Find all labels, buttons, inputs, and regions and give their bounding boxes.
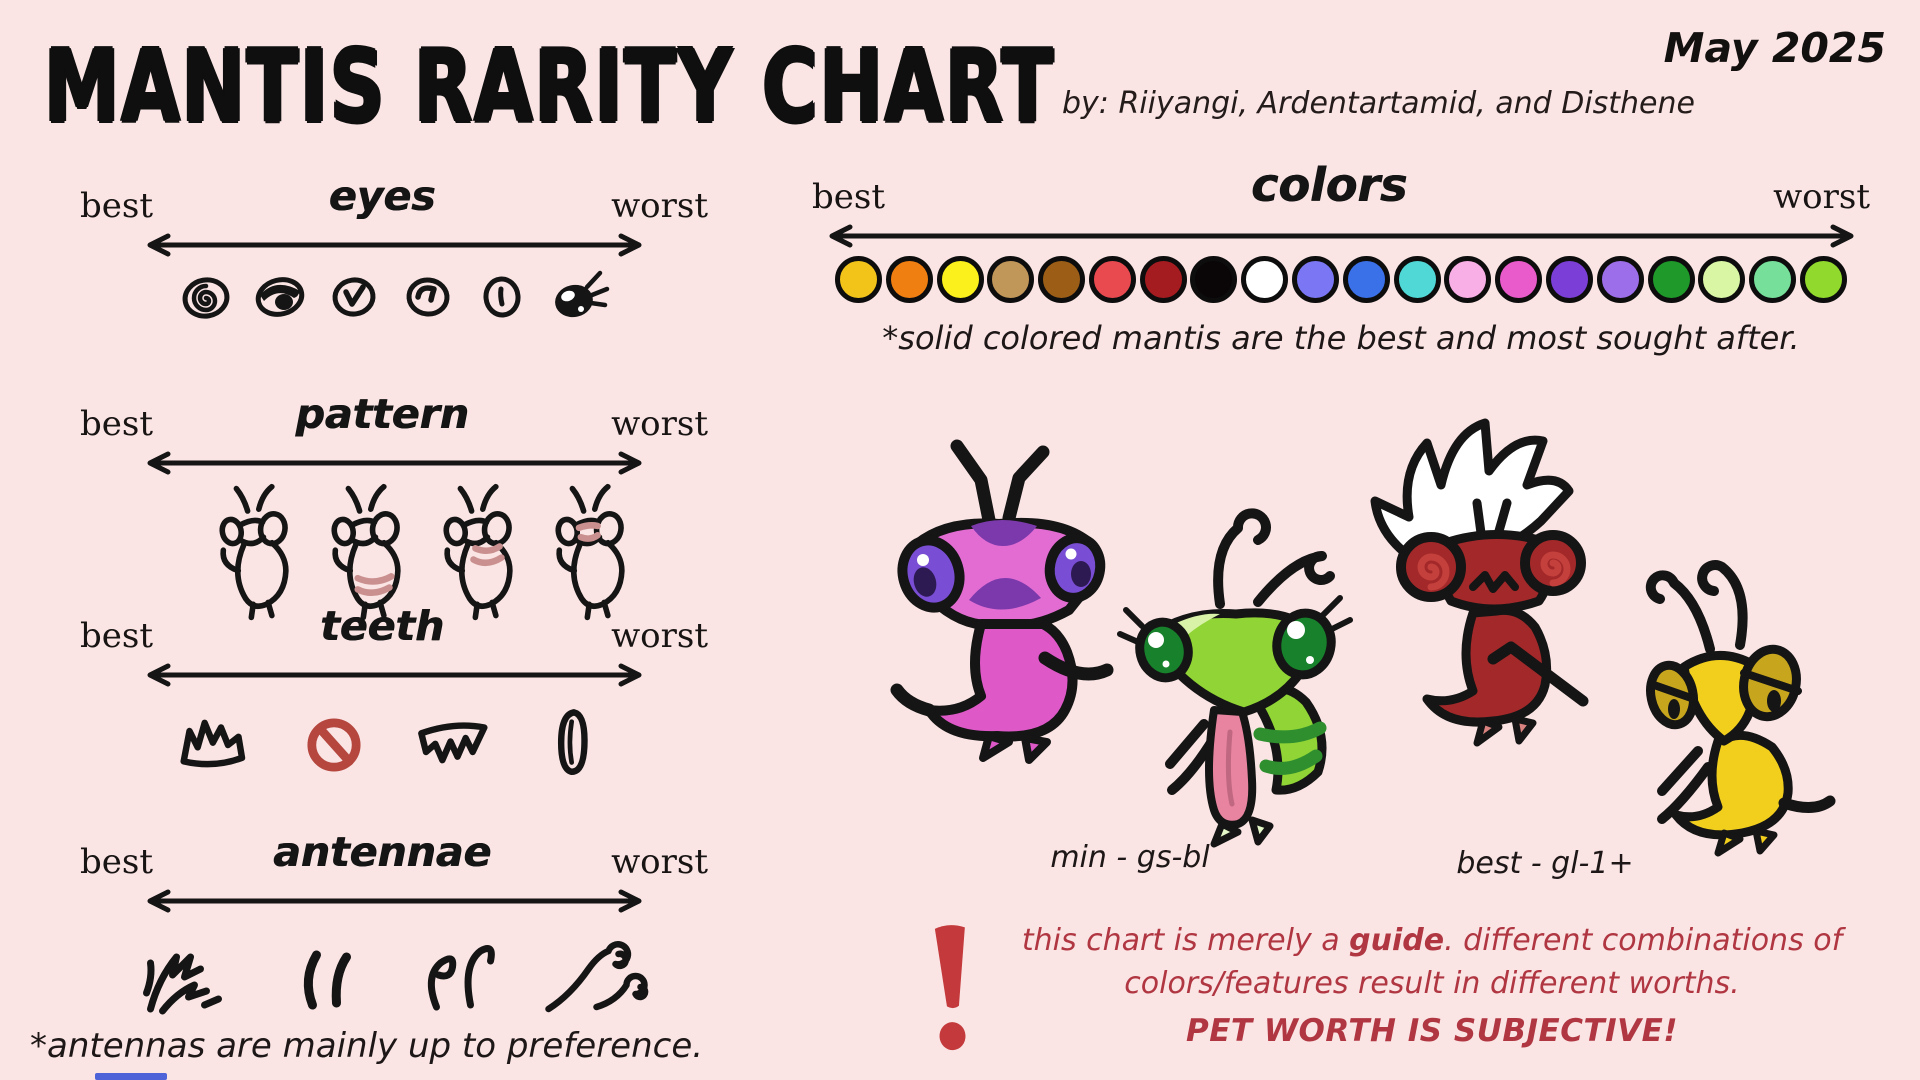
teeth-icon-row bbox=[80, 703, 708, 787]
color-swatch-cyan bbox=[1393, 256, 1441, 303]
section-antennae-header: best antennae worst bbox=[80, 832, 708, 882]
best-worst-arrow bbox=[147, 663, 641, 687]
color-swatch-pink bbox=[1444, 256, 1492, 303]
worst-label: worst bbox=[611, 842, 708, 882]
colors-note: *solid colored mantis are the best and m… bbox=[882, 319, 1800, 357]
exclamation-icon bbox=[934, 925, 966, 1051]
zigzag-teeth-icon bbox=[418, 722, 488, 764]
best-label: best bbox=[80, 616, 153, 656]
spiral-antennae-icon bbox=[545, 941, 649, 1013]
section-eyes: best eyes worst bbox=[80, 176, 708, 329]
disclaimer-line2: colors/features result in different wort… bbox=[1124, 965, 1740, 1001]
color-swatch-blue bbox=[1342, 256, 1390, 303]
color-swatch-white bbox=[1241, 256, 1289, 303]
face-stripes-mantis-icon bbox=[540, 483, 644, 623]
section-antennae: best antennae worst bbox=[80, 832, 708, 1017]
color-swatch-brown bbox=[1038, 256, 1086, 303]
section-colors-header: best colors worst bbox=[812, 162, 1870, 217]
section-title-teeth: teeth bbox=[320, 602, 445, 650]
lashed-eye-icon bbox=[555, 270, 610, 318]
best-label: best bbox=[80, 186, 153, 226]
eyes-icon-row bbox=[80, 265, 708, 329]
section-title-antennae: antennae bbox=[272, 828, 492, 876]
best-worst-arrow bbox=[147, 889, 641, 913]
section-eyes-header: best eyes worst bbox=[80, 176, 708, 226]
color-swatch-gold bbox=[835, 256, 882, 303]
color-swatch-lavender bbox=[1596, 256, 1644, 303]
color-swatch-tan bbox=[987, 256, 1035, 303]
disclaimer-guide-bold: guide bbox=[1349, 923, 1445, 958]
check-pupil-eye-icon bbox=[332, 277, 376, 317]
antennae-note: *antennas are mainly up to preference. bbox=[30, 1026, 704, 1066]
color-swatch-orange bbox=[885, 256, 933, 303]
example-label-best: best - gl-1+ bbox=[1456, 846, 1634, 881]
single-fang-icon bbox=[557, 709, 588, 776]
green-striped-mantis-illustration bbox=[1117, 508, 1353, 848]
disclaimer-text: this chart is merely a guide. different … bbox=[1006, 920, 1858, 1053]
worst-label: worst bbox=[611, 186, 708, 226]
spiky-antennae-icon bbox=[143, 953, 222, 1015]
best-worst-arrow bbox=[147, 451, 641, 475]
best-worst-arrow bbox=[829, 224, 1853, 248]
section-teeth-header: best teeth worst bbox=[80, 606, 708, 656]
worst-label: worst bbox=[1773, 177, 1870, 217]
color-swatch-red bbox=[1088, 256, 1136, 303]
byline: by: Riiyangi, Ardentartamid, and Disthen… bbox=[1062, 86, 1695, 121]
solid-no-pattern-mantis-icon bbox=[204, 483, 308, 623]
best-worst-arrow bbox=[147, 233, 641, 257]
jagged-teeth-icon bbox=[180, 719, 246, 768]
date-label: May 2025 bbox=[1663, 24, 1886, 72]
yellow-mantis-illustration bbox=[1645, 560, 1836, 857]
section-pattern: best pattern worst bbox=[80, 394, 708, 623]
section-title-colors: colors bbox=[1250, 158, 1408, 212]
neck-stripes-mantis-icon bbox=[428, 483, 532, 623]
best-label: best bbox=[80, 842, 153, 882]
section-title-eyes: eyes bbox=[328, 172, 436, 220]
example-label-min: min - gs-bl bbox=[1050, 840, 1210, 875]
pattern-icon-row bbox=[140, 483, 708, 623]
best-label: best bbox=[812, 177, 885, 217]
color-swatch-lime bbox=[1799, 256, 1847, 303]
color-swatch-periwinkle bbox=[1292, 256, 1340, 303]
antennae-icon-row bbox=[80, 917, 708, 1017]
worst-label: worst bbox=[611, 404, 708, 444]
lidded-eye-icon bbox=[255, 277, 305, 317]
color-swatch-yellow bbox=[936, 256, 984, 303]
plain-curved-antennae-icon bbox=[303, 950, 351, 1010]
section-teeth: best teeth worst bbox=[80, 606, 708, 787]
section-pattern-header: best pattern worst bbox=[80, 394, 708, 444]
section-colors: best colors worst *solid colored mantis … bbox=[812, 162, 1870, 357]
disclaimer-line3: PET WORTH IS SUBJECTIVE! bbox=[1186, 1013, 1678, 1050]
belly-stripes-mantis-icon bbox=[316, 483, 420, 623]
red-crested-mantis-illustration bbox=[1370, 418, 1589, 747]
color-swatch-mint bbox=[1749, 256, 1797, 303]
hooked-antennae-icon bbox=[427, 945, 495, 1011]
color-swatch-purple bbox=[1545, 256, 1593, 303]
color-swatch-row bbox=[835, 256, 1847, 303]
color-swatch-magenta bbox=[1495, 256, 1543, 303]
worst-label: worst bbox=[611, 616, 708, 656]
color-swatch-pale-green bbox=[1698, 256, 1746, 303]
spiral-eye-icon bbox=[182, 277, 230, 319]
page-title: MANTIS RARITY CHART bbox=[44, 28, 1055, 145]
no-teeth-icon bbox=[307, 718, 361, 772]
color-swatch-dark-red bbox=[1139, 256, 1187, 303]
image-edge-artifact bbox=[95, 1073, 167, 1080]
best-label: best bbox=[80, 404, 153, 444]
curved-pupil-eye-icon bbox=[406, 277, 450, 317]
color-swatch-black bbox=[1190, 256, 1238, 303]
color-swatch-green bbox=[1647, 256, 1695, 303]
disclaimer-line1: this chart is merely a guide. different … bbox=[1021, 923, 1843, 958]
disclaimer: this chart is merely a guide. different … bbox=[928, 920, 1858, 1056]
slit-pupil-eye-icon bbox=[483, 276, 521, 318]
section-title-pattern: pattern bbox=[295, 390, 469, 438]
purple-patterned-mantis-illustration bbox=[890, 439, 1114, 764]
